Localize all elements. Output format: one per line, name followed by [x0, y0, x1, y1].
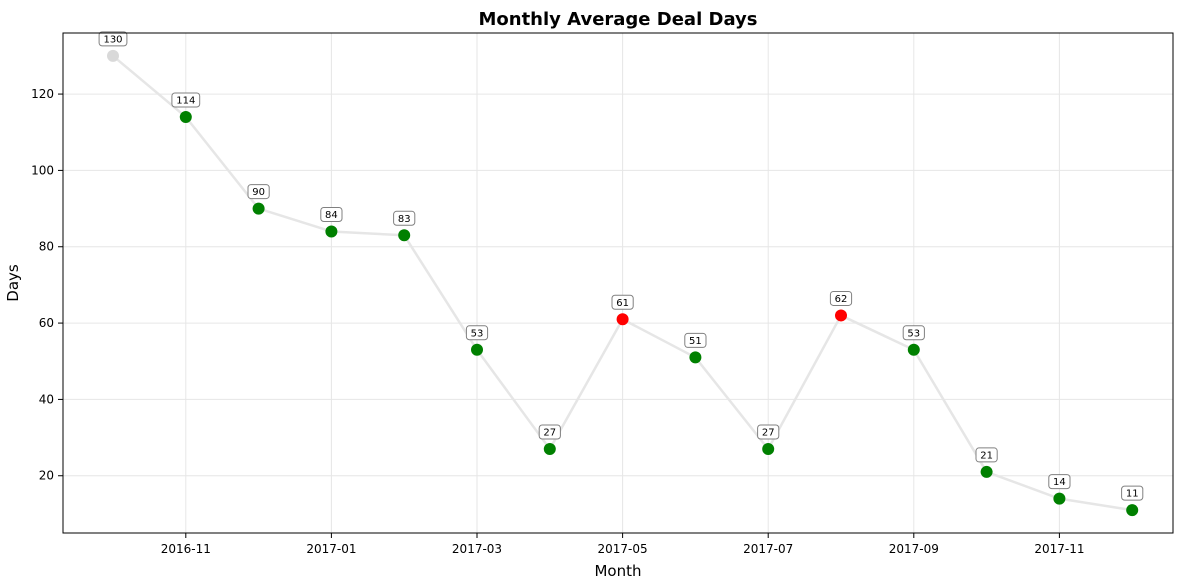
x-tick-label: 2017-01 [306, 542, 356, 556]
data-label: 84 [325, 210, 338, 221]
data-point [179, 110, 192, 123]
data-label-layer: 130 114 90 84 83 53 27 61 51 27 62 53 21 14 11 [98, 31, 1144, 501]
x-tick-label: 2016-11 [161, 542, 211, 556]
plot-frame [62, 32, 1174, 534]
data-point [689, 351, 702, 364]
x-tick-label: 2017-09 [889, 542, 939, 556]
x-tick-label: 2017-03 [452, 542, 502, 556]
data-point [616, 313, 629, 326]
data-label-box [611, 294, 634, 310]
data-label: 62 [835, 294, 848, 305]
data-label-box [98, 31, 128, 47]
data-label-box [247, 184, 270, 200]
y-tick-label: 60 [39, 316, 54, 330]
data-point [762, 443, 775, 456]
x-tick-label: 2017-05 [598, 542, 648, 556]
data-label-box [975, 447, 998, 463]
data-point [1126, 504, 1139, 517]
grid-layer [63, 33, 1173, 533]
data-point [1053, 492, 1066, 505]
y-tick-label: 40 [39, 392, 54, 406]
data-point [543, 443, 556, 456]
x-axis-label: Month [594, 562, 641, 580]
data-label-box [465, 325, 489, 341]
data-point-layer [107, 49, 1139, 517]
data-label-box [757, 424, 780, 440]
data-label: 130 [103, 34, 122, 45]
axis-layer: 20 40 60 80 100 120 2016-11 2017-01 2017-03 2017-… [31, 87, 1084, 556]
data-label: 114 [176, 95, 195, 106]
data-label: 53 [471, 328, 484, 339]
data-label-box [1121, 485, 1144, 501]
data-point [980, 465, 993, 478]
data-label: 61 [616, 298, 629, 309]
data-label: 53 [907, 328, 920, 339]
x-tick-label: 2017-07 [743, 542, 793, 556]
chart-title: Monthly Average Deal Days [478, 9, 757, 30]
data-label-box [538, 424, 561, 440]
data-label: 11 [1126, 489, 1139, 500]
y-tick-label: 100 [31, 163, 54, 177]
data-label: 27 [762, 428, 775, 439]
data-label-box [1048, 474, 1071, 490]
data-label: 51 [689, 336, 702, 347]
data-point [107, 49, 119, 62]
data-label-box [171, 92, 201, 108]
data-point [907, 343, 920, 356]
y-tick-label: 120 [31, 87, 54, 101]
data-label-box [684, 332, 707, 348]
data-point [325, 225, 338, 238]
data-label-box [902, 325, 925, 341]
x-tick-label: 2017-11 [1034, 542, 1084, 556]
y-tick-label: 20 [39, 469, 54, 483]
data-point [398, 229, 411, 242]
data-label-box [829, 290, 853, 306]
y-axis-label: Days [4, 264, 22, 302]
data-label: 21 [980, 450, 993, 461]
y-tick-label: 80 [39, 240, 54, 254]
data-label: 14 [1053, 477, 1066, 488]
data-label: 83 [398, 214, 411, 225]
data-point [252, 202, 265, 215]
data-point [835, 309, 847, 322]
data-label: 27 [543, 428, 556, 439]
data-point [471, 343, 483, 356]
data-label-box [320, 206, 343, 222]
data-label: 90 [252, 187, 265, 198]
data-label-box [393, 210, 416, 226]
